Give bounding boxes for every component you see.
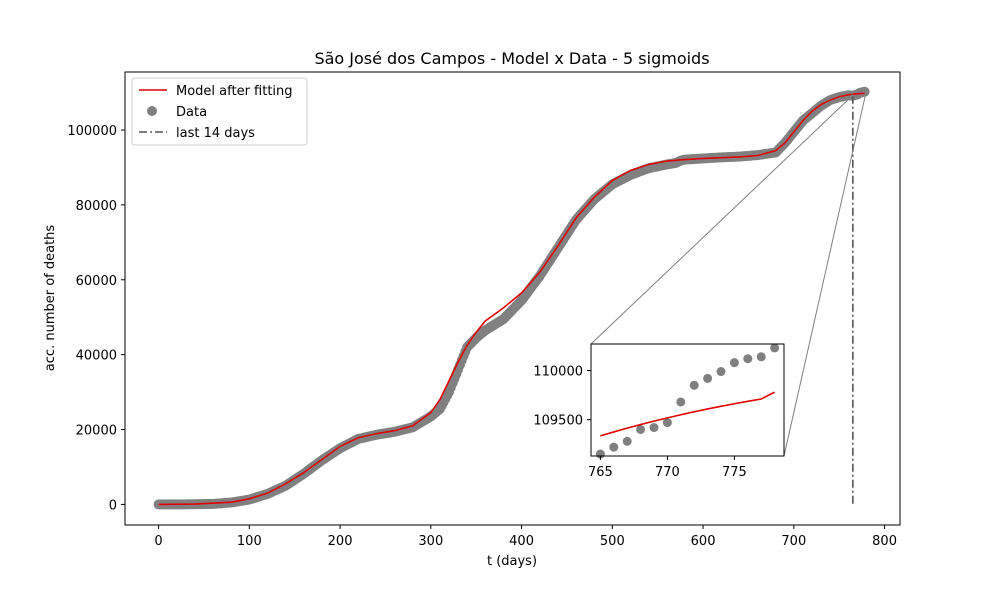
inset-y-ticks: 109500 110000 <box>533 365 591 429</box>
legend-data-swatch <box>147 106 157 116</box>
inset-x-ticks: 765 770 775 <box>588 456 747 480</box>
legend: Model after fitting Data last 14 days <box>131 77 308 146</box>
inset-data-point <box>649 423 659 433</box>
inset-data-point <box>662 418 672 428</box>
zoom-region <box>851 91 866 97</box>
main-plot: 0 100 200 300 400 500 600 700 800 0 20000 40000 600… <box>67 71 901 549</box>
y-tick-label: 60000 <box>76 274 117 289</box>
y-tick-label: 40000 <box>76 349 117 364</box>
model-curve <box>158 92 865 506</box>
inset-data-point <box>689 380 699 390</box>
x-tick-label: 700 <box>781 534 806 549</box>
inset-y-tick-label: 109500 <box>533 414 583 429</box>
x-tick-label: 400 <box>509 534 534 549</box>
y-tick-label: 80000 <box>76 199 117 214</box>
inset-data-point <box>743 354 753 364</box>
y-axis-label: acc. number of deaths <box>43 225 58 372</box>
x-tick-label: 0 <box>154 534 162 549</box>
inset-x-tick-label: 775 <box>722 465 747 480</box>
x-tick-label: 800 <box>872 534 897 549</box>
inset-frame <box>590 343 785 457</box>
inset-connectors <box>590 91 866 457</box>
inset-plot: 765 770 775 109500 110000 <box>533 343 785 480</box>
inset-data-point <box>622 436 632 446</box>
inset-model-line <box>600 391 775 437</box>
y-axis-ticks: 0 20000 40000 60000 80000 100000 <box>67 124 125 513</box>
y-tick-label: 0 <box>109 498 117 513</box>
connector-line <box>783 95 866 457</box>
x-tick-label: 100 <box>237 534 262 549</box>
inset-x-tick-label: 770 <box>655 465 680 480</box>
inset-data-point <box>609 442 619 452</box>
inset-model-curve <box>600 391 775 437</box>
legend-data-label: Data <box>176 105 207 120</box>
inset-data-point <box>703 373 713 383</box>
inset-data-point <box>756 352 766 362</box>
legend-last14-label: last 14 days <box>176 126 255 141</box>
inset-data-point <box>676 397 686 407</box>
model-line <box>158 92 865 506</box>
x-axis-ticks: 0 100 200 300 400 500 600 700 800 <box>154 525 897 549</box>
y-tick-label: 100000 <box>67 124 117 139</box>
inset-data-point <box>636 424 646 434</box>
inset-y-tick-label: 110000 <box>533 365 583 380</box>
x-tick-label: 200 <box>328 534 353 549</box>
inset-data-point <box>770 343 780 353</box>
chart-title: São José dos Campos - Model x Data - 5 s… <box>314 49 709 68</box>
y-tick-label: 20000 <box>76 424 117 439</box>
connector-line <box>590 95 853 345</box>
inset-data-point <box>716 367 726 377</box>
legend-model-label: Model after fitting <box>176 84 293 99</box>
inset-x-tick-label: 765 <box>588 465 613 480</box>
legend-frame <box>131 77 308 146</box>
x-tick-label: 600 <box>691 534 716 549</box>
plot-area <box>124 71 901 526</box>
inset-data-point <box>729 358 739 368</box>
x-tick-label: 500 <box>600 534 625 549</box>
x-tick-label: 300 <box>418 534 443 549</box>
x-axis-label: t (days) <box>487 554 537 569</box>
